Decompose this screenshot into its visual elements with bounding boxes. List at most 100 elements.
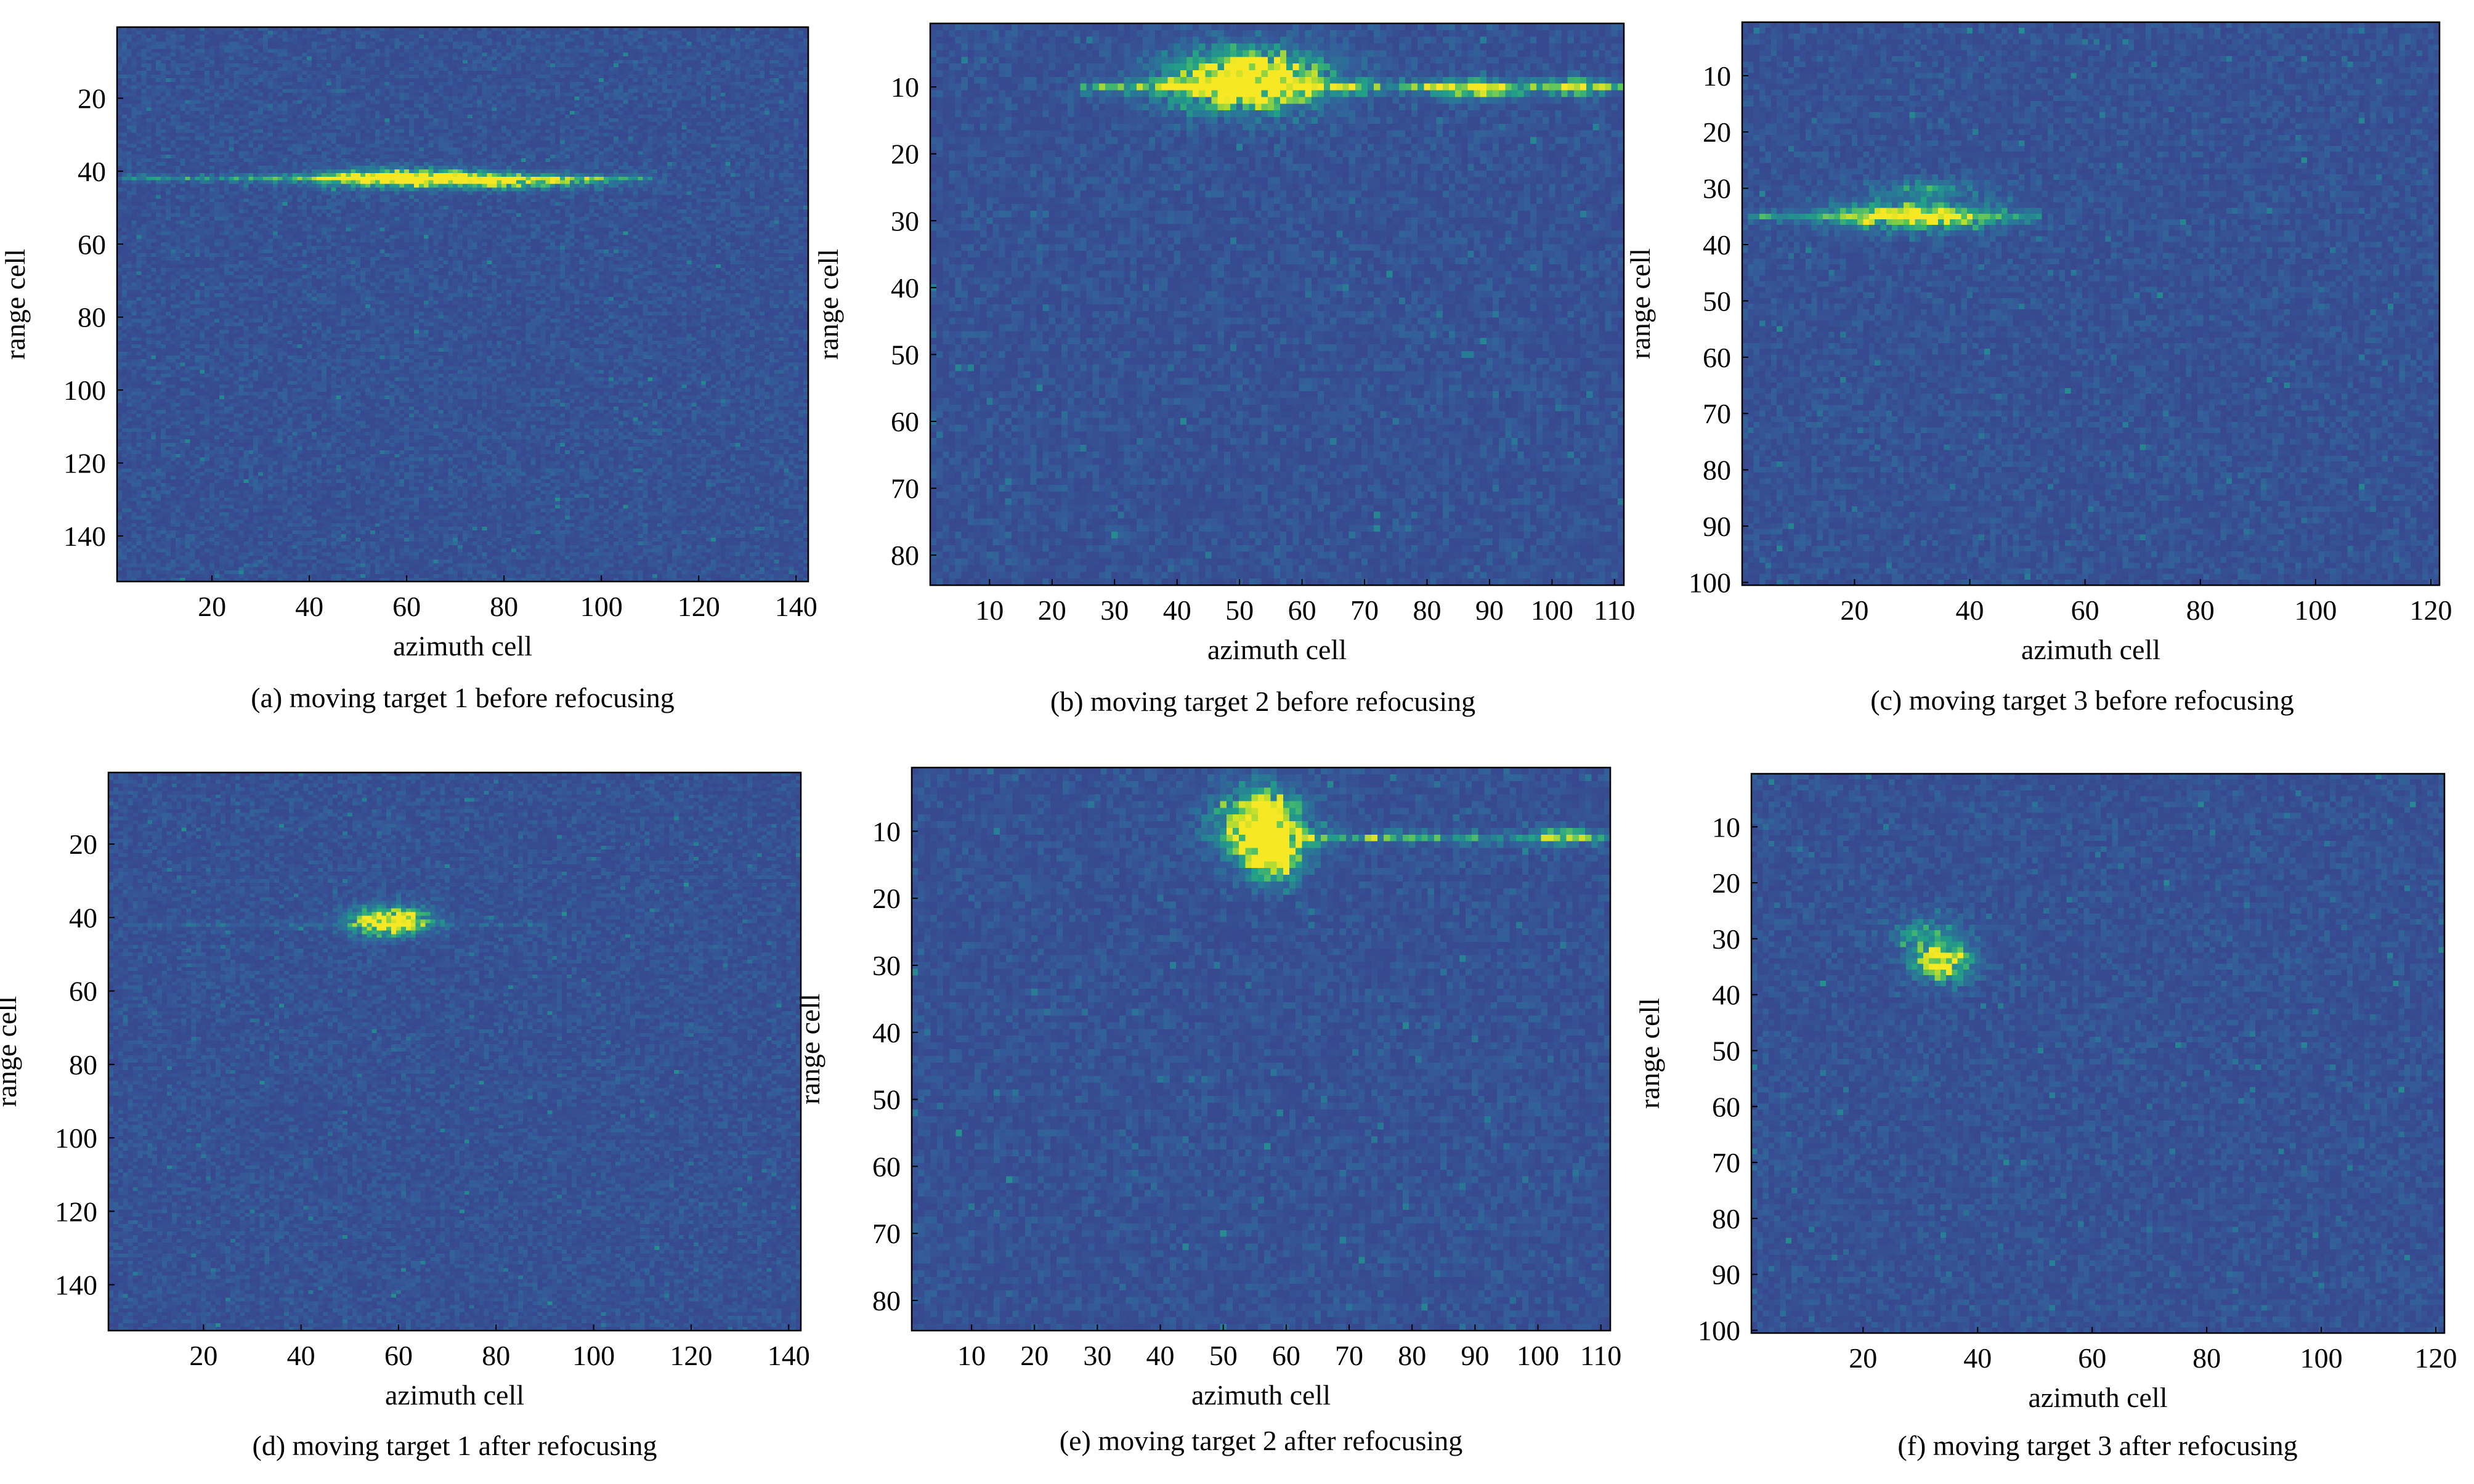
x-tick-label: 10 xyxy=(975,594,1004,626)
y-tick-label: 50 xyxy=(891,339,919,370)
chart-panel-4: 20 40 60 80 100 120 140 20 40 60 80 100 120 140 azimut… xyxy=(0,771,810,1461)
y-tick-label: 60 xyxy=(872,1151,901,1182)
y-tick-label: 100 xyxy=(1689,567,1731,598)
y-tick-label: 40 xyxy=(891,272,919,304)
y-tick-label: 60 xyxy=(891,406,919,437)
y-tick-label: 120 xyxy=(55,1196,97,1227)
y-tick-label: 40 xyxy=(78,156,106,187)
x-tick-label: 60 xyxy=(384,1340,413,1371)
y-tick-label: 80 xyxy=(1703,455,1731,486)
x-tick-label: 20 xyxy=(1020,1340,1048,1371)
y-tick-label: 50 xyxy=(1712,1035,1740,1066)
heatmap-image xyxy=(117,27,808,582)
y-tick-label: 40 xyxy=(872,1017,901,1048)
y-tick-label: 80 xyxy=(872,1285,901,1316)
y-tick-label: 10 xyxy=(1703,60,1731,92)
y-tick-label: 90 xyxy=(1712,1259,1740,1291)
y-tick-label: 70 xyxy=(1712,1147,1740,1178)
y-tick-label: 30 xyxy=(1712,923,1740,955)
heatmap-image xyxy=(930,23,1624,585)
y-tick-label: 20 xyxy=(891,139,919,170)
x-tick-label: 80 xyxy=(490,591,518,622)
y-tick-label: 100 xyxy=(55,1122,97,1154)
x-tick-label: 20 xyxy=(198,591,226,622)
y-tick-label: 80 xyxy=(1712,1203,1740,1235)
y-tick-label: 60 xyxy=(78,229,106,260)
y-tick-label: 50 xyxy=(1703,285,1731,317)
y-tick-label: 100 xyxy=(1698,1315,1740,1346)
x-tick-label: 140 xyxy=(768,1340,810,1371)
x-tick-label: 100 xyxy=(1517,1340,1559,1371)
heatmap-image xyxy=(108,772,801,1331)
y-axis-label: range cell xyxy=(1624,248,1656,359)
panel-caption: (b) moving target 2 before refocusing xyxy=(1050,686,1475,717)
x-tick-label: 90 xyxy=(1475,594,1504,626)
x-tick-label: 100 xyxy=(2300,1342,2343,1374)
y-tick-label: 20 xyxy=(1703,116,1731,148)
chart-panel-6: 20 40 60 80 100 120 10 20 30 40 50 60 70 80 90 100 azimu… xyxy=(1634,772,2457,1461)
chart-panel-2: 10 20 30 40 50 60 70 80 90 100 110 10 20 30 40 50 60 70 80… xyxy=(813,22,1635,717)
x-axis-label: azimuth cell xyxy=(2021,634,2160,665)
panel-caption: (f) moving target 3 after refocusing xyxy=(1897,1430,2297,1461)
x-tick-label: 60 xyxy=(2071,594,2099,626)
y-tick-label: 60 xyxy=(1712,1091,1740,1122)
x-axis-label: azimuth cell xyxy=(1191,1379,1331,1411)
x-tick-label: 40 xyxy=(1956,594,1984,626)
y-axis-label: range cell xyxy=(794,994,825,1105)
plot-frame xyxy=(1750,772,2446,1334)
y-tick-label: 20 xyxy=(69,829,97,860)
x-tick-label: 90 xyxy=(1461,1340,1489,1371)
panel-caption: (c) moving target 3 before refocusing xyxy=(1870,684,2294,716)
x-tick-label: 140 xyxy=(775,591,817,622)
y-tick-label: 140 xyxy=(55,1269,97,1300)
y-tick-label: 80 xyxy=(891,540,919,571)
x-tick-label: 60 xyxy=(1288,594,1316,626)
x-tick-label: 110 xyxy=(1580,1340,1621,1371)
plot-frame xyxy=(929,22,1625,586)
y-axis-label: range cell xyxy=(0,249,31,360)
x-tick-label: 30 xyxy=(1100,594,1129,626)
x-tick-label: 120 xyxy=(670,1340,712,1371)
chart-panel-3: 20 40 60 80 100 120 10 20 30 40 50 60 70 80 90 100 azimu… xyxy=(1624,21,2452,716)
x-tick-label: 70 xyxy=(1350,594,1379,626)
y-tick-label: 70 xyxy=(872,1218,901,1249)
x-tick-label: 40 xyxy=(1146,1340,1175,1371)
y-tick-label: 50 xyxy=(872,1084,901,1116)
x-tick-label: 120 xyxy=(2409,594,2452,626)
y-tick-label: 10 xyxy=(891,71,919,103)
plot-frame xyxy=(107,771,802,1332)
x-tick-label: 120 xyxy=(2415,1342,2457,1374)
y-tick-label: 10 xyxy=(872,816,901,847)
x-tick-label: 80 xyxy=(1413,594,1441,626)
x-tick-label: 10 xyxy=(957,1340,986,1371)
x-tick-label: 40 xyxy=(295,591,323,622)
plot-frame xyxy=(116,26,809,583)
y-tick-label: 20 xyxy=(872,883,901,914)
x-tick-label: 40 xyxy=(1163,594,1191,626)
y-tick-label: 40 xyxy=(1703,229,1731,261)
y-tick-label: 20 xyxy=(1712,867,1740,899)
y-tick-label: 30 xyxy=(1703,173,1731,205)
y-tick-label: 70 xyxy=(891,473,919,505)
x-tick-label: 120 xyxy=(678,591,720,622)
y-tick-label: 90 xyxy=(1703,511,1731,542)
chart-panel-5: 10 20 30 40 50 60 70 80 90 100 110 10 20 30 40 50 60 70 80… xyxy=(794,766,1621,1456)
x-tick-label: 20 xyxy=(189,1340,217,1371)
panel-caption: (e) moving target 2 after refocusing xyxy=(1060,1425,1462,1456)
heatmap-image xyxy=(912,768,1610,1331)
y-tick-label: 60 xyxy=(1703,342,1731,373)
y-tick-label: 10 xyxy=(1712,811,1740,843)
y-tick-label: 30 xyxy=(872,950,901,981)
plot-frame xyxy=(911,766,1612,1332)
x-tick-label: 100 xyxy=(1531,594,1573,626)
x-tick-label: 100 xyxy=(2294,594,2337,626)
x-axis-label: azimuth cell xyxy=(393,630,532,662)
x-tick-label: 60 xyxy=(2078,1342,2106,1374)
x-tick-label: 110 xyxy=(1594,594,1635,626)
y-axis-label: range cell xyxy=(0,996,22,1107)
x-tick-label: 20 xyxy=(1849,1342,1877,1374)
x-tick-label: 50 xyxy=(1225,594,1254,626)
x-tick-label: 80 xyxy=(2192,1342,2221,1374)
y-tick-label: 40 xyxy=(1712,979,1740,1011)
